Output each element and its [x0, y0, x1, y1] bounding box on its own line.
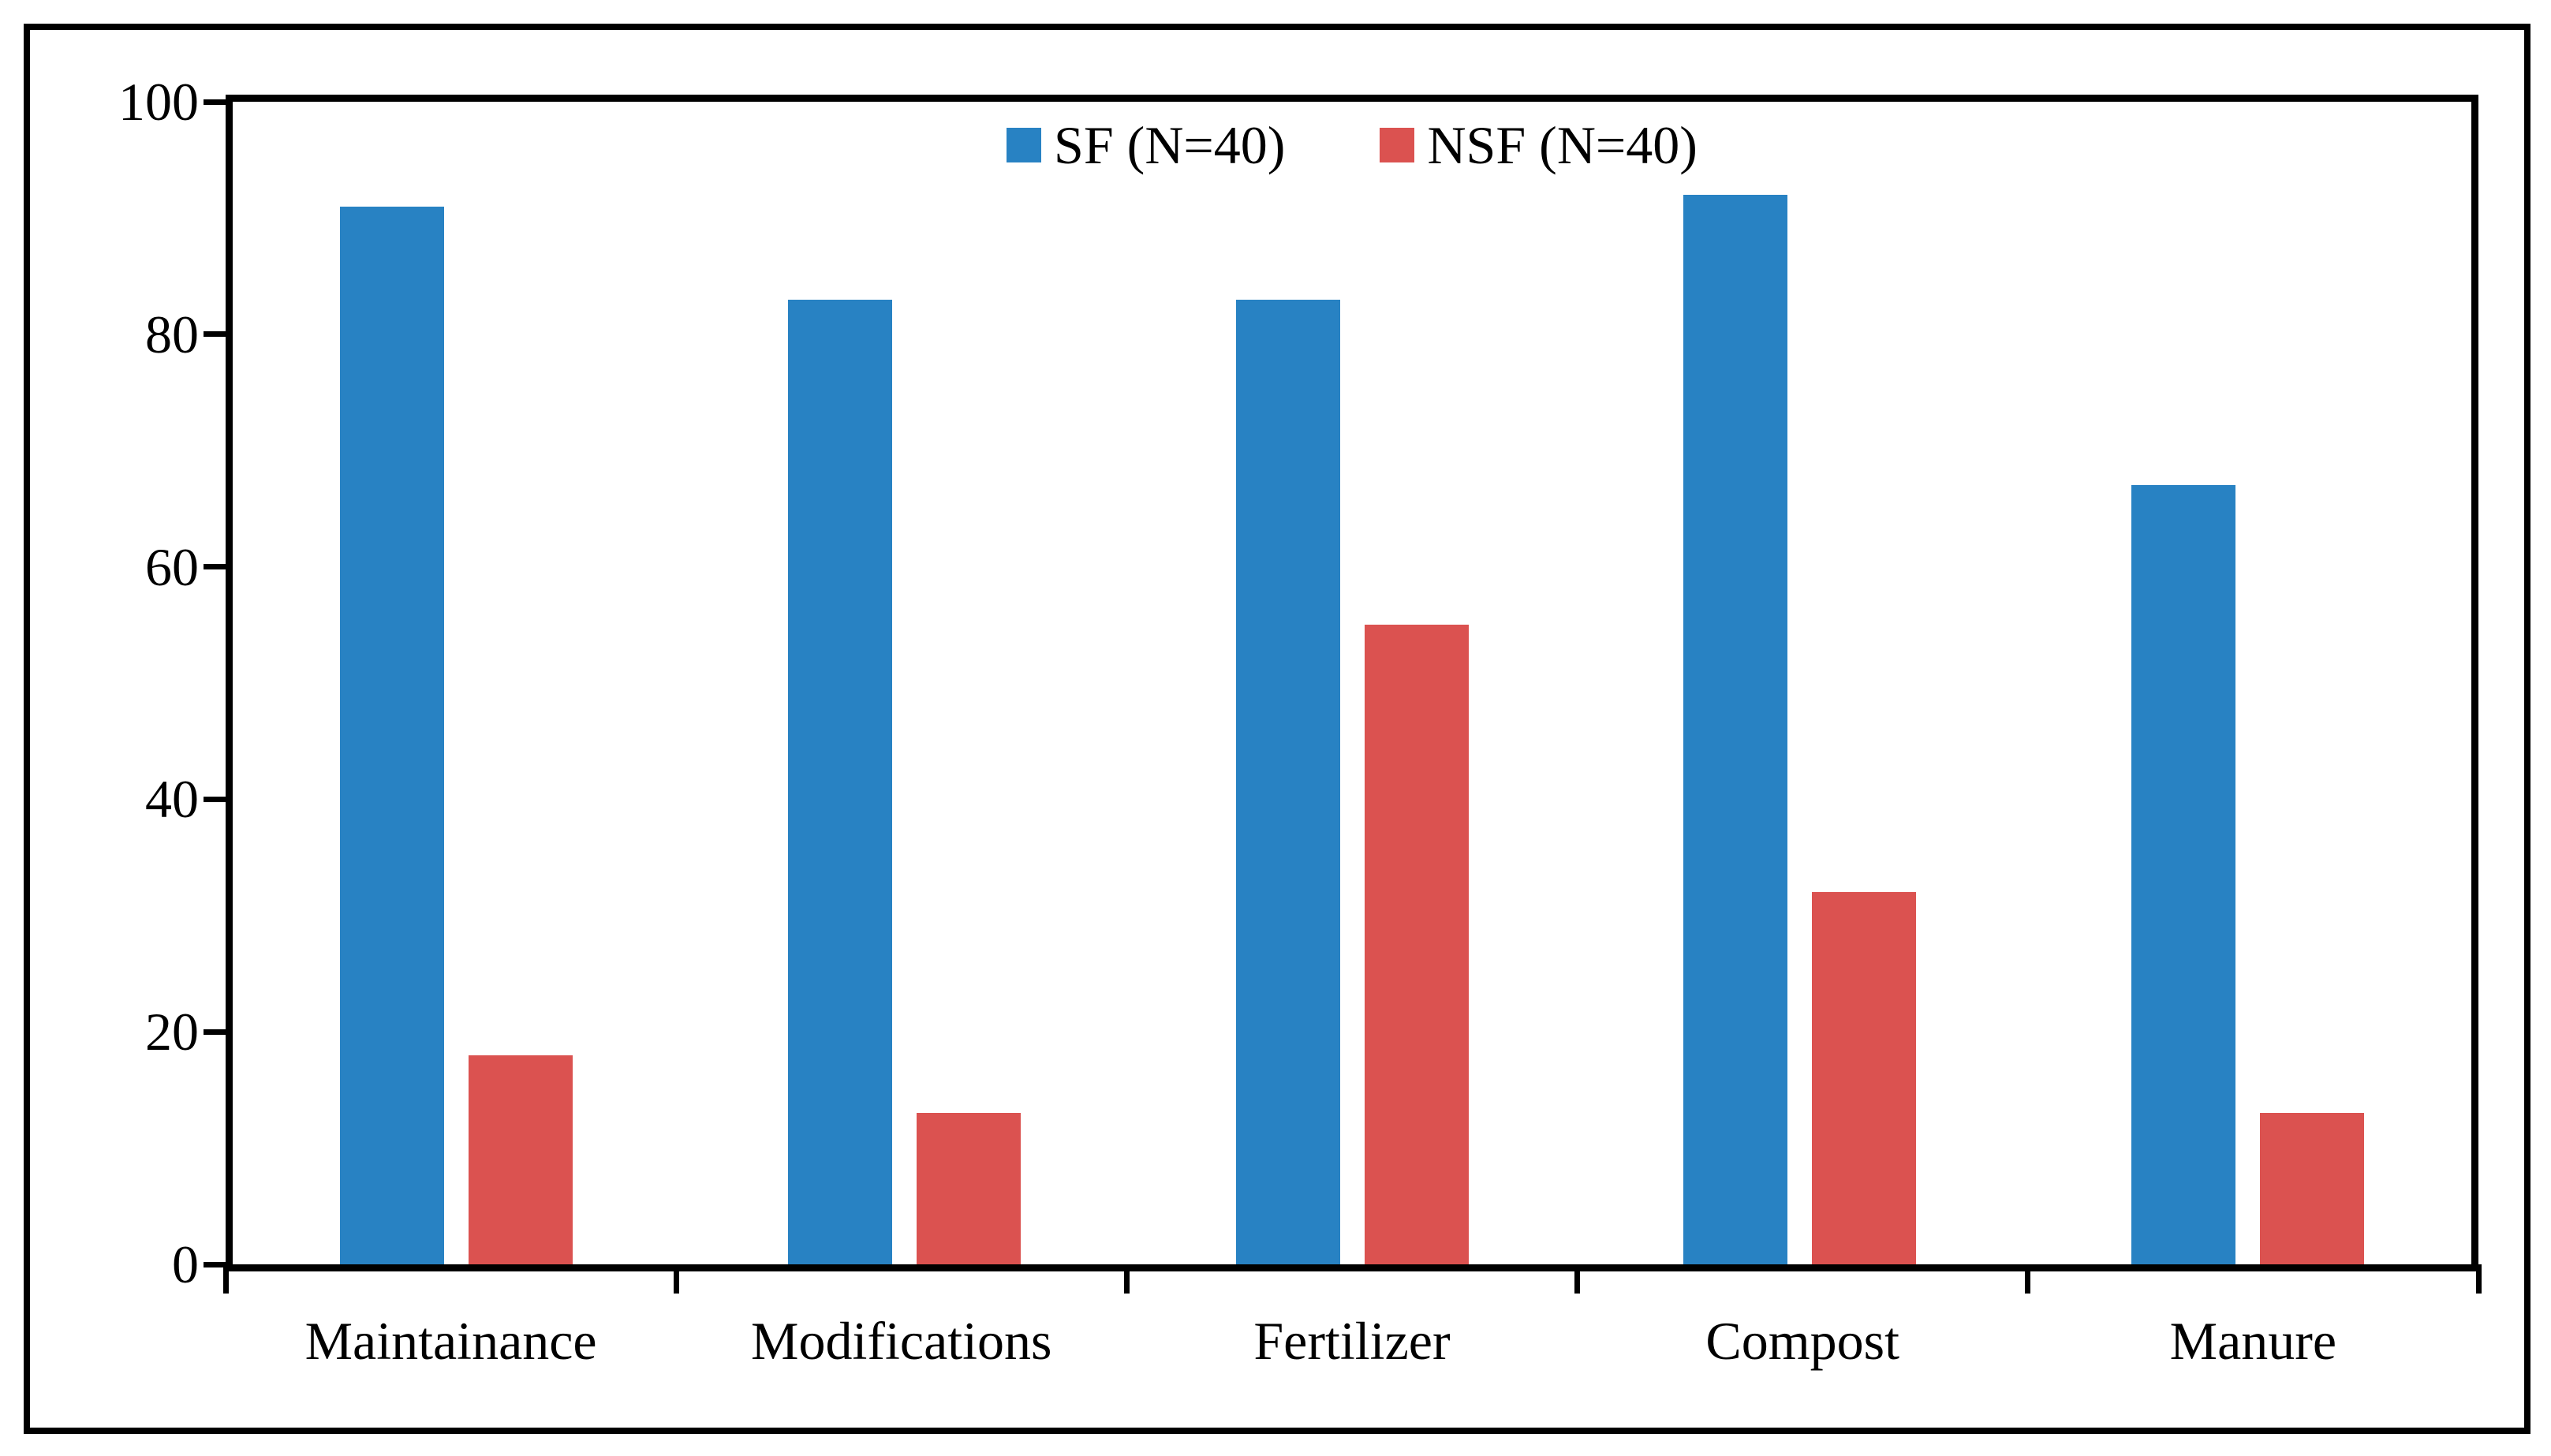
legend: SF (N=40) NSF (N=40) — [226, 117, 2478, 174]
legend-label-nsf: NSF (N=40) — [1427, 115, 1698, 175]
x-axis-tick — [2475, 1264, 2482, 1294]
plot-area — [226, 95, 2478, 1271]
y-axis-tick-label: 40 — [145, 769, 199, 830]
x-axis-tick — [1123, 1264, 1130, 1294]
x-axis-tick — [2025, 1264, 2031, 1294]
x-axis-tick — [673, 1264, 679, 1294]
y-axis-tick — [204, 331, 229, 338]
y-axis-tick — [204, 564, 229, 570]
y-axis-tick-label: 80 — [145, 304, 199, 364]
bar-sf-compost — [1683, 194, 1788, 1264]
x-axis-tick — [222, 1264, 229, 1294]
legend-item-sf: SF (N=40) — [1007, 117, 1285, 174]
y-axis-tick — [204, 796, 229, 802]
bar-nsf-modifications — [916, 1113, 1021, 1264]
legend-swatch-nsf-icon — [1380, 128, 1415, 162]
bar-sf-fertilizer — [1235, 299, 1340, 1264]
x-axis-category-label: Compost — [1705, 1311, 1899, 1371]
y-axis-tick-label: 20 — [145, 1002, 199, 1062]
x-axis-category-label: Modifications — [751, 1311, 1052, 1371]
x-axis-tick — [1574, 1264, 1581, 1294]
x-axis-category-label: Manure — [2169, 1311, 2337, 1371]
bar-nsf-maintainance — [469, 1055, 573, 1264]
bar-nsf-fertilizer — [1364, 625, 1469, 1264]
x-axis-category-label: Fertilizer — [1253, 1311, 1451, 1371]
bar-sf-manure — [2131, 485, 2235, 1264]
y-axis-tick-label: 100 — [118, 72, 199, 132]
bar-sf-modifications — [787, 299, 892, 1264]
y-axis-tick-label: 60 — [145, 536, 199, 597]
legend-item-nsf: NSF (N=40) — [1380, 117, 1698, 174]
bar-sf-maintainance — [340, 206, 445, 1264]
x-axis-category-label: Maintainance — [304, 1311, 597, 1371]
y-axis-tick — [204, 99, 229, 105]
y-axis-tick — [204, 1261, 229, 1267]
legend-swatch-sf-icon — [1007, 128, 1042, 162]
bar-nsf-compost — [1812, 892, 1917, 1264]
bar-nsf-manure — [2259, 1113, 2364, 1264]
y-axis-tick-label: 0 — [172, 1234, 199, 1294]
legend-label-sf: SF (N=40) — [1054, 115, 1286, 175]
y-axis-tick — [204, 1029, 229, 1035]
